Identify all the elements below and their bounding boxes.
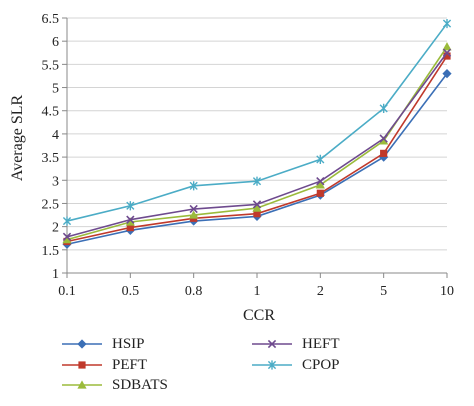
y-tick-label: 2.5 (42, 197, 60, 212)
data-point-heft (316, 177, 325, 186)
axes (62, 17, 448, 278)
y-tick-label: 4.5 (42, 105, 60, 120)
x-tick-label: 2 (317, 284, 324, 299)
data-point-heft (252, 200, 262, 209)
y-tick-label: 2 (52, 221, 59, 236)
data-point-sdbats (62, 235, 72, 244)
series-cpop (62, 18, 452, 226)
data-point-cpop (62, 216, 72, 226)
series-layer (62, 18, 452, 249)
y-tick-label: 5 (52, 82, 59, 97)
x-tick-label: 0.1 (58, 284, 76, 299)
y-tick-label: 5.5 (42, 58, 60, 73)
x-tick-label: 1 (254, 284, 261, 299)
y-tick-label: 3 (52, 174, 59, 189)
y-tick-label: 6.5 (42, 12, 60, 27)
data-point-peft (316, 189, 324, 197)
data-point-peft (126, 223, 134, 232)
data-point-hsip (442, 69, 452, 79)
y-tick-labels: 1 1.5 2 2.5 3 3.5 4 4.5 5 5.5 6 6.5 (42, 12, 60, 282)
x-tick-label: 0.5 (122, 284, 140, 299)
y-tick-label: 4 (52, 128, 59, 143)
data-point-heft (189, 204, 198, 214)
x-axis-label: CCR (243, 307, 275, 324)
y-tick-label: 1 (52, 267, 59, 282)
data-point-heft (126, 215, 135, 224)
data-point-cpop (316, 154, 325, 165)
data-point-cpop (189, 181, 198, 191)
data-point-heft (379, 134, 388, 143)
series-sdbats (62, 42, 452, 244)
data-point-sdbats (442, 42, 452, 51)
data-point-sdbats (315, 180, 325, 189)
data-point-sdbats (189, 210, 199, 219)
data-point-sdbats (379, 136, 389, 145)
x-tick-label: 0.8 (185, 284, 203, 299)
series-peft (63, 52, 451, 246)
y-tick-label: 6 (52, 35, 59, 50)
data-point-heft (62, 232, 72, 242)
x-tick-label: 10 (440, 284, 454, 299)
x-tick-label: 5 (380, 284, 387, 299)
y-axis-label: Average SLR (9, 95, 26, 182)
data-point-sdbats (252, 203, 262, 212)
series-heft (62, 48, 452, 242)
data-point-cpop (252, 176, 262, 186)
data-point-sdbats (125, 217, 135, 226)
series-line-cpop (66, 23, 448, 222)
y-tick-label: 3.5 (42, 151, 60, 166)
data-point-cpop (442, 18, 452, 29)
data-point-heft (442, 48, 452, 57)
data-point-cpop (126, 201, 135, 211)
data-point-peft (253, 210, 261, 218)
data-point-peft (443, 52, 451, 60)
data-point-peft (380, 149, 388, 157)
data-point-cpop (379, 103, 388, 114)
x-tick-labels: 0.1 0.5 0.8 1 2 5 10 (58, 284, 454, 299)
y-tick-label: 1.5 (42, 244, 60, 259)
